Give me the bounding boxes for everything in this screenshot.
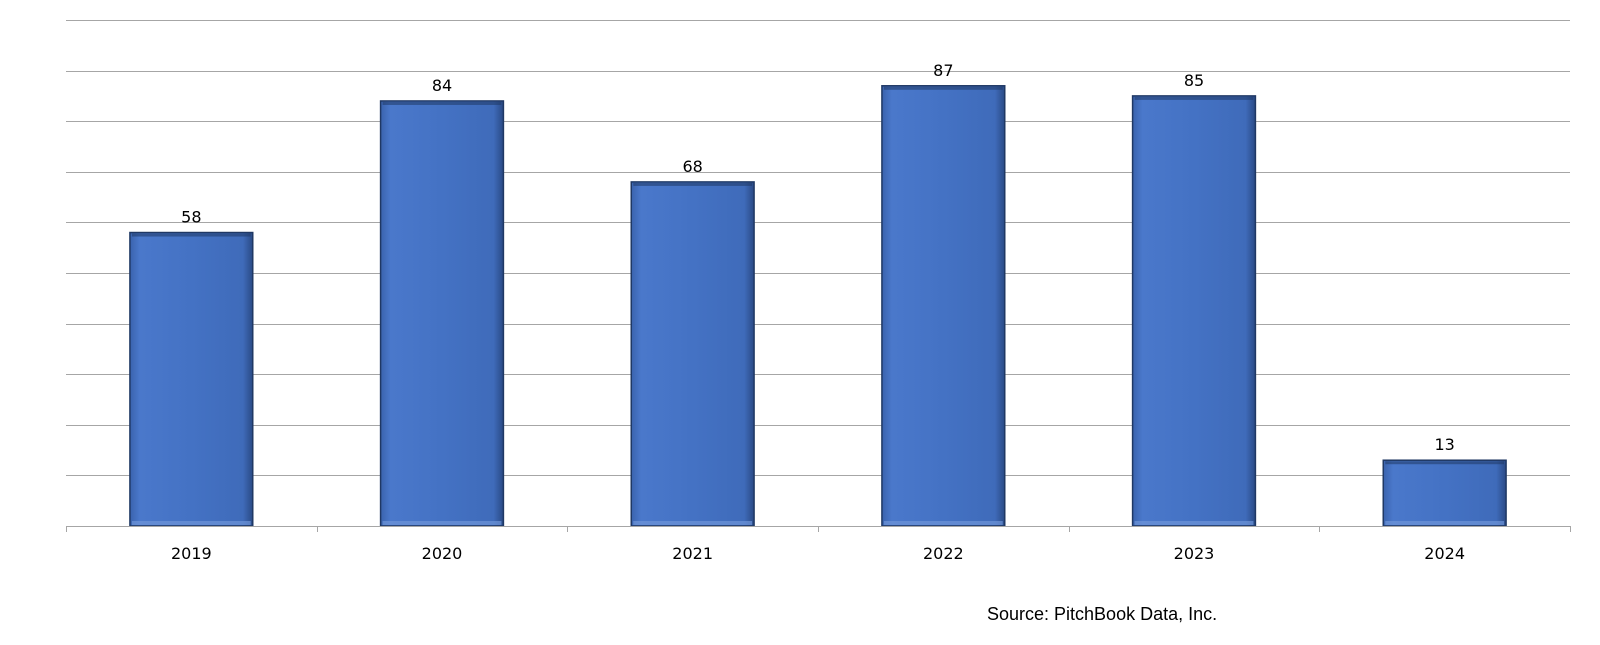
- x-tick-label-2020: 2020: [422, 544, 463, 563]
- data-label-2022: 87: [933, 61, 953, 80]
- data-labels: 58 84 68 87 85 13: [181, 61, 1455, 454]
- bar-bevel-bottom: [883, 521, 1003, 525]
- bar-2024: [1382, 459, 1507, 527]
- x-tick-label-2021: 2021: [672, 544, 713, 563]
- bar-bevel-bottom: [1385, 521, 1505, 525]
- x-axis: 2019 2020 2021 2022 2023 2024: [66, 526, 1571, 563]
- bar-2023: [1131, 95, 1257, 527]
- gridlines: [66, 20, 1570, 476]
- x-tick-label-2019: 2019: [171, 544, 212, 563]
- data-label-2024: 13: [1434, 435, 1454, 454]
- x-tick-label-2022: 2022: [923, 544, 964, 563]
- x-tick-label-2024: 2024: [1424, 544, 1465, 563]
- source-note: Source: PitchBook Data, Inc.: [987, 604, 1218, 624]
- bar-2019: [129, 231, 254, 527]
- bar-bevel-top: [382, 101, 502, 105]
- bar-2020: [379, 100, 505, 527]
- x-tick-label-2023: 2023: [1174, 544, 1215, 563]
- bar-bevel-top: [883, 86, 1003, 90]
- bar-2021: [630, 181, 755, 527]
- bars: [129, 85, 1507, 527]
- bar-2022: [881, 85, 1006, 527]
- bar-bevel-bottom: [382, 521, 502, 525]
- data-label-2023: 85: [1184, 71, 1204, 90]
- bar-bevel-top: [131, 233, 251, 237]
- data-label-2021: 68: [682, 157, 702, 176]
- data-label-2019: 58: [181, 208, 201, 227]
- bar-bevel-bottom: [1134, 521, 1254, 525]
- data-label-2020: 84: [432, 76, 452, 95]
- bar-bevel-top: [1385, 461, 1505, 465]
- bar-bevel-top: [1134, 96, 1254, 100]
- bar-bevel-bottom: [131, 521, 251, 525]
- bar-bevel-top: [633, 182, 753, 186]
- bar-bevel-bottom: [633, 521, 753, 525]
